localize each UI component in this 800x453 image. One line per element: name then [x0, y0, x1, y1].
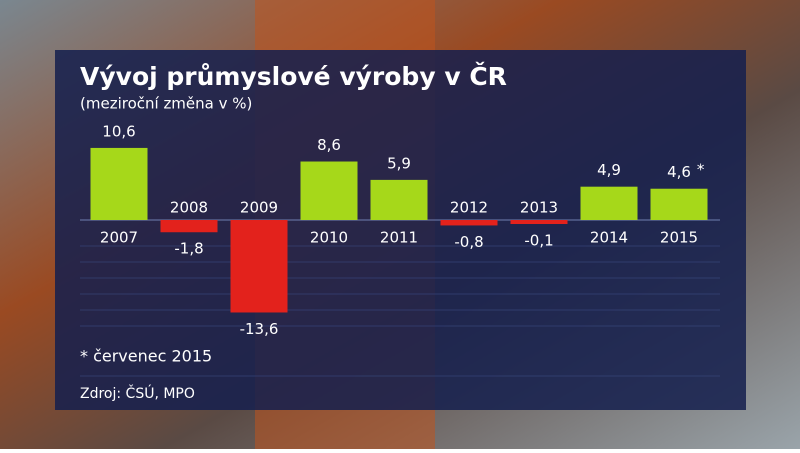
x-tick-label: 2012 [450, 199, 488, 217]
bar [440, 220, 498, 226]
value-label: 4,6 [667, 163, 691, 181]
value-label: -0,8 [454, 233, 483, 251]
bar [580, 186, 638, 220]
bar [370, 179, 428, 220]
value-label: 8,6 [317, 136, 341, 154]
x-tick-label: 2015 [660, 229, 698, 247]
x-tick-label: 2009 [240, 199, 278, 217]
source: Zdroj: ČSÚ, MPO [80, 384, 195, 402]
chart-subtitle: (meziroční změna v %) [80, 95, 252, 113]
value-label: 10,6 [102, 122, 135, 140]
panel-stripes [80, 245, 720, 377]
value-label: -13,6 [240, 320, 279, 338]
note-marker: * [697, 161, 705, 179]
bar [90, 147, 148, 220]
value-label: 4,9 [597, 161, 621, 179]
chart-title: Vývoj průmyslové výroby v ČR [80, 61, 507, 91]
value-label: 5,9 [387, 154, 411, 172]
x-tick-label: 2013 [520, 199, 558, 217]
footnote: * červenec 2015 [80, 347, 212, 366]
bar [300, 161, 358, 220]
value-label: -1,8 [174, 240, 203, 258]
x-tick-label: 2010 [310, 229, 348, 247]
bar [230, 220, 288, 313]
bar [160, 220, 218, 233]
x-tick-label: 2008 [170, 199, 208, 217]
bar [650, 188, 708, 220]
x-tick-label: 2011 [380, 229, 418, 247]
x-tick-label: 2014 [590, 229, 628, 247]
bar [510, 220, 568, 224]
x-tick-label: 2007 [100, 229, 138, 247]
value-label: -0,1 [524, 232, 553, 250]
